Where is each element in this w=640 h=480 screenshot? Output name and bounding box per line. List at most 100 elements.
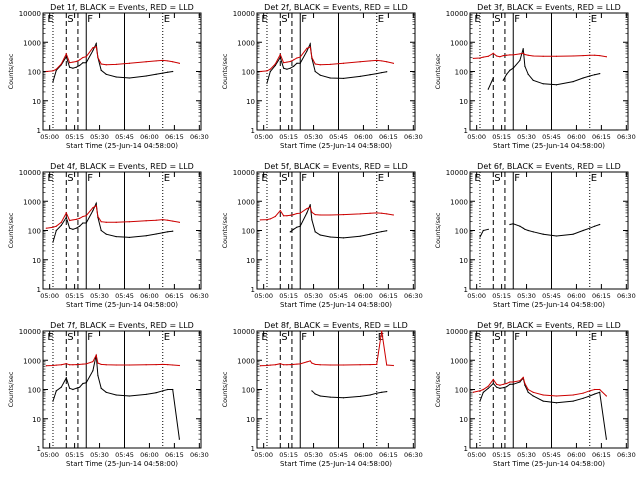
lld-data-point — [589, 54, 591, 56]
segment-letter: S — [494, 14, 500, 25]
events-data-point — [60, 386, 62, 388]
events-data-point — [527, 73, 529, 75]
lld-data-point — [542, 55, 544, 57]
lld-data-point — [492, 52, 494, 54]
events-data-point — [502, 79, 504, 81]
events-data-point — [75, 387, 77, 389]
events-data-point — [128, 395, 131, 397]
lld-data-point — [392, 364, 394, 367]
events-data-point — [296, 226, 298, 228]
y-tick-label: 1000 — [237, 357, 255, 365]
x-tick-label: 05:30 — [304, 292, 323, 300]
x-tick-label: 05:00 — [40, 451, 59, 459]
lld-data-point — [499, 56, 501, 58]
events-data-point — [178, 438, 180, 440]
events-data-point — [97, 374, 99, 377]
x-tick-label: 05:30 — [517, 451, 536, 459]
x-axis-label: Start Time (25-Jun-14 04:58:00) — [66, 142, 178, 150]
segment-letter: E — [591, 173, 597, 184]
y-axis-label: Counts/sec — [7, 53, 15, 89]
events-data-point — [509, 223, 511, 226]
events-data-point — [512, 223, 514, 225]
events-data-point — [69, 227, 71, 229]
lld-data-point — [359, 61, 361, 63]
lld-data-point — [319, 364, 321, 366]
events-data-point — [145, 235, 147, 237]
lld-data-point — [115, 221, 117, 223]
chart-panel-5: Det 5f, BLACK = Events, RED = LLD 1 10 100 1… — [221, 162, 423, 309]
segment-letter: F — [87, 173, 93, 184]
x-tick-label: 06:15 — [592, 292, 611, 300]
chart-panel-8: Det 8f, BLACK = Events, RED = LLD 1 10 100 1… — [221, 321, 423, 468]
lld-data-point — [482, 56, 484, 58]
lld-data-point — [65, 212, 67, 214]
x-tick-label: 06:30 — [404, 133, 423, 141]
y-tick-label: 10000 — [233, 328, 255, 336]
events-data-point — [115, 76, 117, 78]
lld-data-point — [279, 53, 281, 56]
x-axis-label: Start Time (25-Jun-14 04:58:00) — [280, 460, 392, 468]
lld-data-point — [69, 62, 71, 64]
chart-panel-1: Det 1f, BLACK = Events, RED = LLD 1 10 100 1… — [7, 3, 209, 150]
lld-data-point — [386, 364, 388, 366]
events-data-point — [479, 236, 481, 238]
segment-letter: E — [474, 332, 480, 343]
events-data-point — [582, 397, 584, 399]
lld-data-point — [289, 214, 291, 216]
lld-data-point — [527, 388, 529, 391]
lld-data-point — [269, 68, 271, 70]
x-tick-label: 05:00 — [40, 292, 59, 300]
segment-letter: E — [474, 14, 480, 25]
lld-data-point — [599, 54, 601, 57]
lld-data-point — [342, 62, 345, 64]
lld-data-point — [100, 221, 102, 223]
lld-data-point — [314, 363, 316, 366]
events-data-point — [85, 222, 87, 224]
chart-panel-4: Det 4f, BLACK = Events, RED = LLD 1 10 100 1… — [7, 162, 209, 309]
lld-data-point — [505, 382, 508, 385]
lld-data-point — [97, 215, 99, 218]
lld-data-point — [78, 59, 81, 61]
events-data-point — [52, 241, 54, 243]
x-axis-label: Start Time (25-Jun-14 04:58:00) — [493, 460, 605, 468]
events-data-point — [527, 391, 529, 393]
events-data-point — [55, 390, 57, 392]
events-data-point — [532, 231, 534, 233]
lld-data-point — [283, 215, 285, 217]
lld-data-point — [479, 57, 481, 59]
events-data-point — [524, 65, 526, 67]
events-data-point — [509, 69, 511, 71]
y-tick-label: 10000 — [233, 169, 255, 177]
x-tick-label: 05:30 — [304, 133, 323, 141]
lld-data-point — [128, 62, 131, 64]
lld-data-point — [555, 395, 558, 397]
lld-data-point — [522, 52, 524, 54]
lld-series-line — [260, 330, 394, 367]
lld-data-point — [342, 364, 345, 366]
events-data-point — [487, 387, 489, 389]
events-data-point — [599, 72, 601, 75]
lld-data-point — [296, 363, 298, 365]
x-tick-label: 06:00 — [140, 451, 159, 459]
x-tick-label: 06:00 — [140, 292, 159, 300]
lld-series-line — [260, 46, 394, 72]
lld-data-point — [178, 221, 180, 223]
segment-letter: F — [301, 332, 307, 343]
y-tick-label: 10 — [459, 257, 468, 265]
x-tick-label: 05:45 — [329, 133, 348, 141]
lld-data-point — [472, 391, 474, 393]
segment-letter: F — [514, 173, 520, 184]
x-tick-label: 05:15 — [65, 133, 84, 141]
lld-data-point — [259, 365, 261, 367]
events-data-point — [100, 69, 102, 71]
events-data-point — [289, 231, 291, 233]
events-data-point — [532, 395, 534, 397]
events-data-point — [105, 233, 107, 235]
lld-data-point — [52, 70, 54, 72]
lld-data-point — [479, 390, 481, 392]
y-tick-label: 1 — [464, 127, 468, 135]
lld-data-point — [55, 364, 57, 366]
lld-data-point — [92, 207, 94, 209]
lld-data-point — [482, 388, 484, 391]
lld-data-point — [279, 209, 281, 212]
